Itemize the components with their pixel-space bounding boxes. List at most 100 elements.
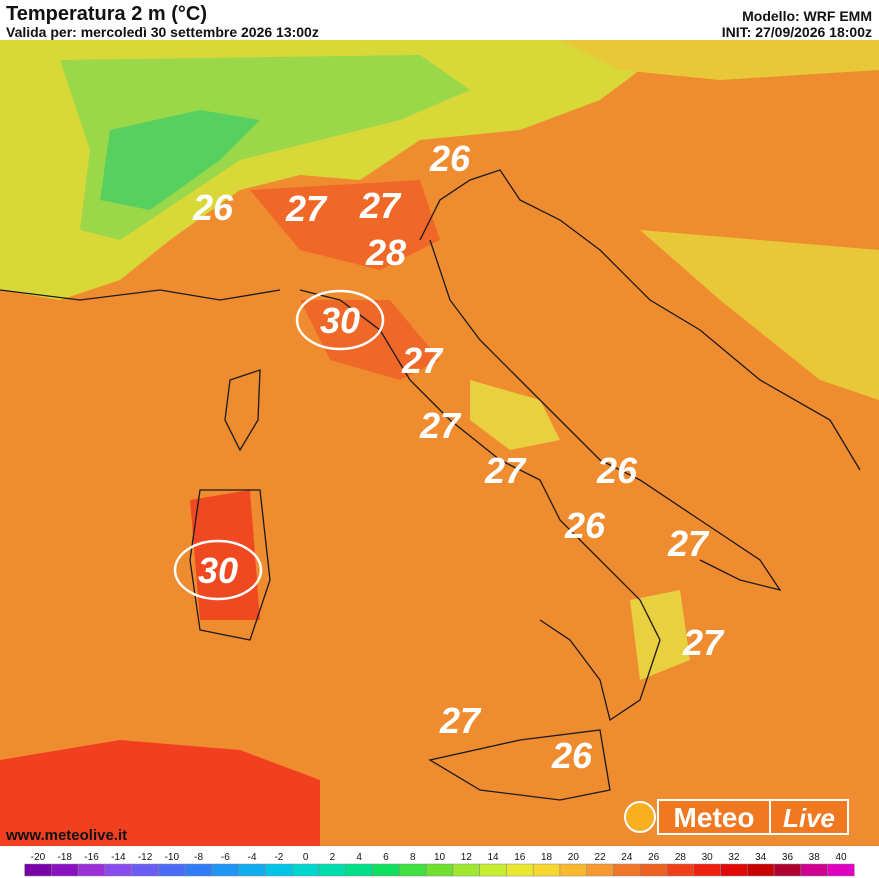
colorbar-swatch <box>479 863 507 877</box>
colorbar-swatch <box>292 863 320 877</box>
colorbar-tick-label: 18 <box>541 852 553 863</box>
logo-right: Live <box>783 803 835 833</box>
colorbar-tick-label: -18 <box>58 852 73 863</box>
colorbar-swatch <box>452 863 480 877</box>
warm-zone <box>250 180 440 270</box>
coastline <box>0 169 861 801</box>
temperature-label: 27 <box>285 188 328 229</box>
colorbar-swatch <box>559 863 587 877</box>
cold-core <box>100 110 260 210</box>
colorbar-tick-label: -20 <box>31 852 46 863</box>
warm-zone <box>190 490 260 620</box>
colorbar-swatch <box>184 863 213 877</box>
colorbar-swatch <box>506 863 534 877</box>
logo-left-bg <box>657 799 771 835</box>
colorbar-swatch <box>747 863 775 877</box>
colorbar-swatch <box>131 863 159 877</box>
cool-zone <box>470 380 560 450</box>
colorbar-swatch <box>640 863 668 877</box>
colorbar-tick-label: -14 <box>111 852 126 863</box>
temperature-label: 30 <box>198 550 238 591</box>
temperature-label: 26 <box>551 735 593 776</box>
temperature-label: 27 <box>401 340 444 381</box>
colorbar-tick-label: -12 <box>138 852 153 863</box>
init-time: INIT: 27/09/2026 18:00z <box>722 24 872 40</box>
temperature-label: 26 <box>596 450 638 491</box>
colorbar-tick-label: 24 <box>621 852 633 863</box>
temperature-label: 27 <box>484 450 527 491</box>
colorbar-swatch <box>399 863 427 877</box>
temperature-label: 26 <box>192 187 234 228</box>
logo-right-bg <box>769 799 849 835</box>
colorbar-swatch <box>532 863 561 877</box>
header-bg <box>0 0 879 40</box>
temperature-label: 27 <box>682 622 725 663</box>
colorbar-tick-label: 38 <box>809 852 821 863</box>
colorbar-tick-label: 16 <box>514 852 526 863</box>
colorbar-tick-label: 28 <box>675 852 687 863</box>
temperature-label: 27 <box>439 700 482 741</box>
colorbar-tick-label: -4 <box>248 852 257 863</box>
logo-sun <box>624 801 656 833</box>
colorbar-tick-label: 40 <box>835 852 847 863</box>
colorbar-tick-label: -2 <box>274 852 283 863</box>
colorbar-tick-label: 14 <box>487 852 499 863</box>
temperature-label: 27 <box>667 523 710 564</box>
watermark: www.meteolive.it <box>5 827 127 844</box>
temperature-label: 30 <box>320 300 360 341</box>
colorbar-swatch <box>265 863 293 877</box>
colorbar-tick-label: -10 <box>165 852 180 863</box>
colorbar-swatch <box>372 863 400 877</box>
colorbar-swatch <box>800 863 828 877</box>
colorbar-swatch <box>24 863 52 877</box>
colorbar-swatch <box>318 863 347 877</box>
colorbar-tick-label: -8 <box>194 852 203 863</box>
colorbar-tick-label: 10 <box>434 852 446 863</box>
colorbar-swatch <box>345 863 373 877</box>
colorbar-swatch <box>51 863 79 877</box>
colorbar-tick-label: 30 <box>702 852 714 863</box>
colorbar-tick-label: 6 <box>383 852 389 863</box>
colorbar-tick-label: 8 <box>410 852 416 863</box>
colorbar-swatch <box>211 863 240 877</box>
cool-zone <box>630 590 690 680</box>
colorbar-tick-label: 12 <box>461 852 473 863</box>
colorbar-swatch <box>104 863 132 877</box>
colorbar-swatch <box>77 863 106 877</box>
colorbar-swatch <box>827 863 855 877</box>
model: Modello: WRF EMM <box>742 8 872 24</box>
colorbar-swatch <box>773 863 802 877</box>
hot-zone <box>0 740 320 846</box>
temperature-label: 26 <box>429 138 471 179</box>
colorbar-tick-label: -16 <box>84 852 99 863</box>
valid-time: Valida per: mercoledì 30 settembre 2026 … <box>6 24 319 40</box>
cool-zone <box>640 230 879 400</box>
colorbar-tick-label: 4 <box>356 852 362 863</box>
colorbar-tick-label: 20 <box>568 852 580 863</box>
colorbar-tick-label: 26 <box>648 852 660 863</box>
highlight-circle <box>295 289 385 351</box>
temperature-label: 27 <box>419 405 462 446</box>
colorbar-tick-label: -6 <box>221 852 230 863</box>
colorbar-swatch <box>425 863 454 877</box>
cool-zone <box>560 40 879 80</box>
colorbar-tick-label: 32 <box>728 852 740 863</box>
colorbar-swatch <box>720 863 748 877</box>
colorbar-swatch <box>613 863 641 877</box>
colorbar-swatch <box>693 863 721 877</box>
temperature-label: 26 <box>564 505 606 546</box>
logo-left: Meteo <box>674 802 755 833</box>
colorbar-tick-label: 34 <box>755 852 767 863</box>
colorbar-swatch <box>586 863 614 877</box>
colorbar-tick-label: 2 <box>330 852 336 863</box>
highlight-circle <box>173 539 263 601</box>
colorbar-swatch <box>666 863 695 877</box>
title: Temperatura 2 m (°C) <box>6 3 207 25</box>
colorbar-swatch <box>238 863 266 877</box>
temperature-label: 27 <box>359 185 402 226</box>
colorbar-swatch <box>158 863 186 877</box>
temperature-label: 28 <box>365 232 406 273</box>
colorbar-tick-label: 0 <box>303 852 309 863</box>
